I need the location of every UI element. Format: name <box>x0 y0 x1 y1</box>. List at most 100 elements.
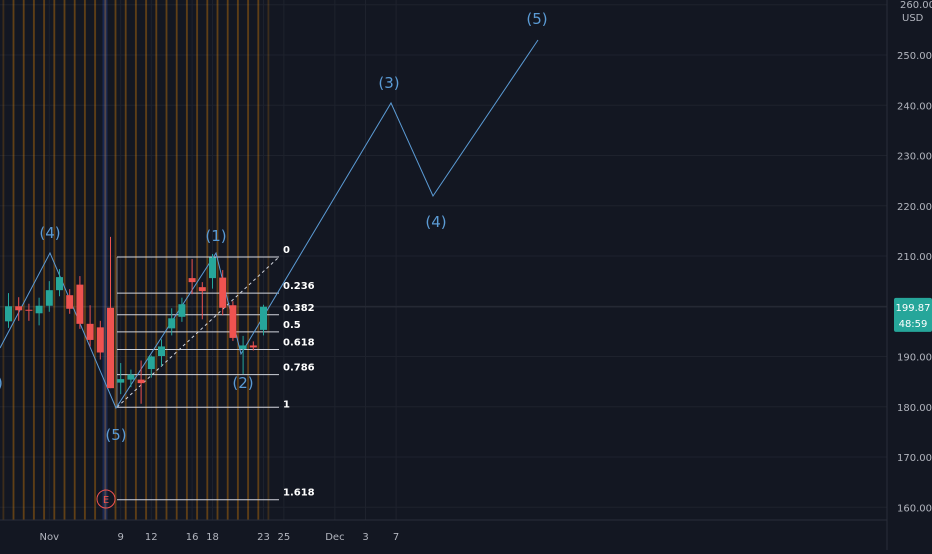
session-stripe <box>32 0 35 520</box>
wave-label: (4) <box>425 213 446 231</box>
time-tick-label: Dec <box>325 532 344 543</box>
candle-body <box>137 379 145 384</box>
session-stripe <box>43 0 46 520</box>
session-stripe <box>114 0 117 520</box>
session-stripe <box>63 0 66 520</box>
time-tick-label: 25 <box>278 532 291 543</box>
session-stripe <box>104 0 107 520</box>
candles <box>5 236 267 404</box>
bar-countdown: 48:59 <box>899 319 928 330</box>
session-stripe <box>114 0 117 520</box>
fib-level-label: 0.786 <box>283 363 315 374</box>
session-stripe <box>12 0 15 520</box>
candle-body <box>5 306 12 322</box>
candle-body <box>15 306 23 311</box>
candle-body <box>45 290 53 306</box>
session-stripe <box>186 0 188 520</box>
session-stripe <box>33 0 35 520</box>
fibonacci-retracement[interactable]: 0 0.236 0.382 0.5 0.618 0.786 1 1.618 <box>116 245 315 501</box>
session-stripe <box>196 0 199 520</box>
session-stripe <box>196 0 198 520</box>
session-stripe <box>226 0 229 520</box>
session-stripe <box>22 0 25 520</box>
time-tick-label: 16 <box>186 532 199 543</box>
session-stripe <box>226 0 229 520</box>
session-stripe <box>237 0 239 520</box>
wave-label: (2) <box>232 374 253 392</box>
session-stripe <box>236 0 239 520</box>
session-stripe <box>124 0 127 520</box>
candle-body <box>229 305 237 338</box>
session-stripe <box>145 0 148 520</box>
candle-body <box>209 257 216 279</box>
session-stripe <box>145 0 147 520</box>
price-tick-label: 260.00 <box>900 0 932 11</box>
candle-body <box>25 309 33 311</box>
candle-body <box>117 379 125 383</box>
session-stripe <box>84 0 86 520</box>
candle-body <box>147 356 155 370</box>
earnings-marker-label: E <box>103 495 109 506</box>
session-stripe <box>22 0 25 520</box>
session-stripe <box>247 0 249 520</box>
fib-level-label: 0.5 <box>283 320 301 331</box>
fib-level-label: 0.382 <box>283 303 315 314</box>
time-tick-label: Nov <box>40 532 60 543</box>
wave-label: (5) <box>105 426 126 444</box>
session-stripe <box>12 0 15 520</box>
current-price-value: 199.87 <box>896 303 931 314</box>
session-stripe <box>257 0 260 520</box>
fib-level-label: 0 <box>283 245 290 256</box>
current-price-badge <box>894 297 932 332</box>
grid-lines <box>0 0 887 520</box>
session-stripe <box>185 0 188 520</box>
session-stripe <box>267 0 270 520</box>
session-stripe <box>53 0 56 520</box>
session-stripe <box>175 0 178 520</box>
session-stripe <box>257 0 260 520</box>
fib-level-label: 0.618 <box>283 337 315 348</box>
candle-body <box>107 307 114 389</box>
session-stripe <box>134 0 137 520</box>
session-stripe <box>135 0 137 520</box>
time-tick-label: 3 <box>362 532 368 543</box>
session-stripe <box>247 0 250 520</box>
fib-level-label: 1.618 <box>283 488 315 499</box>
session-stripe <box>155 0 158 520</box>
session-stripe <box>83 0 86 520</box>
time-tick-label: 7 <box>393 532 399 543</box>
currency-label: USD <box>902 13 924 24</box>
candle-body <box>86 323 94 340</box>
time-tick-label: 18 <box>206 532 219 543</box>
fib-level-label: 1 <box>283 399 290 410</box>
price-tick-label: 160.00 <box>897 503 932 514</box>
wave-label: (4) <box>39 224 60 242</box>
session-stripe <box>104 0 107 520</box>
current-price-label: 199.87 48:59 <box>894 297 932 332</box>
time-tick-label: 9 <box>118 532 124 543</box>
price-tick-label: 240.00 <box>897 101 932 112</box>
candle-body <box>219 277 227 308</box>
session-stripe <box>94 0 96 520</box>
candle-body <box>158 346 165 356</box>
time-tick-label: 12 <box>145 532 158 543</box>
price-tick-label: 180.00 <box>897 403 932 414</box>
session-stripes <box>2 0 270 520</box>
price-tick-label: 230.00 <box>897 152 932 163</box>
wave-label: (1) <box>205 227 226 245</box>
session-stripe <box>206 0 209 520</box>
session-stripe <box>155 0 158 520</box>
wave-label-partial: ) <box>0 374 3 392</box>
earnings-marker <box>96 489 116 509</box>
price-tick-label: 170.00 <box>897 453 932 464</box>
earnings-day-highlight <box>102 0 108 520</box>
wave-label: (5) <box>526 10 547 28</box>
session-stripe <box>124 0 127 520</box>
candle-body <box>188 278 196 283</box>
price-tick-label: 220.00 <box>897 202 932 213</box>
session-stripe <box>206 0 209 520</box>
session-stripe <box>175 0 178 520</box>
